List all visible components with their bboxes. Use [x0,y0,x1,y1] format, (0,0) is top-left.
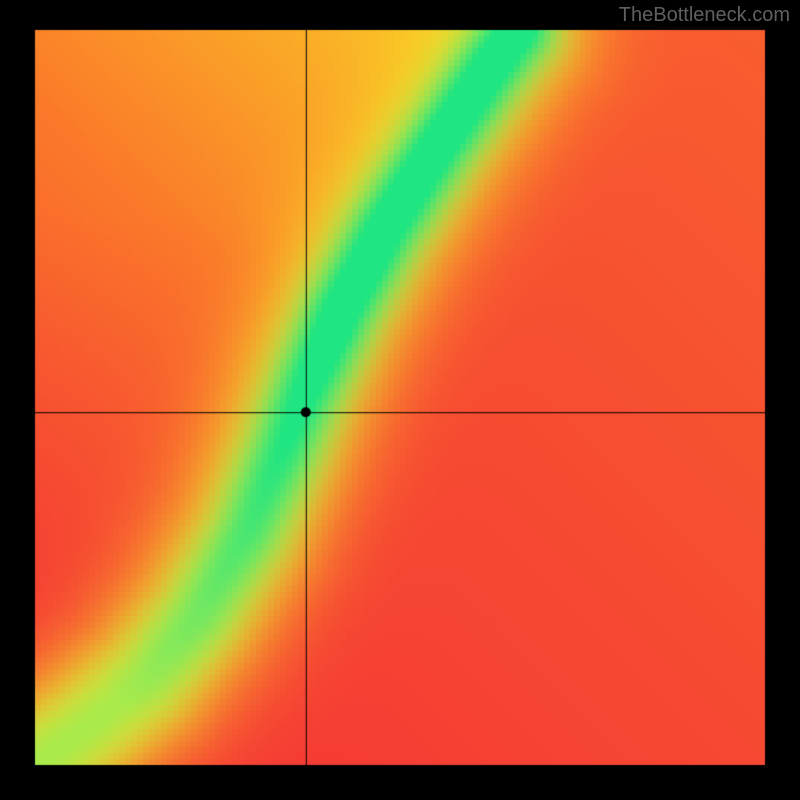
chart-container: TheBottleneck.com [0,0,800,800]
watermark-text: TheBottleneck.com [619,4,790,27]
heatmap-canvas [0,0,800,800]
